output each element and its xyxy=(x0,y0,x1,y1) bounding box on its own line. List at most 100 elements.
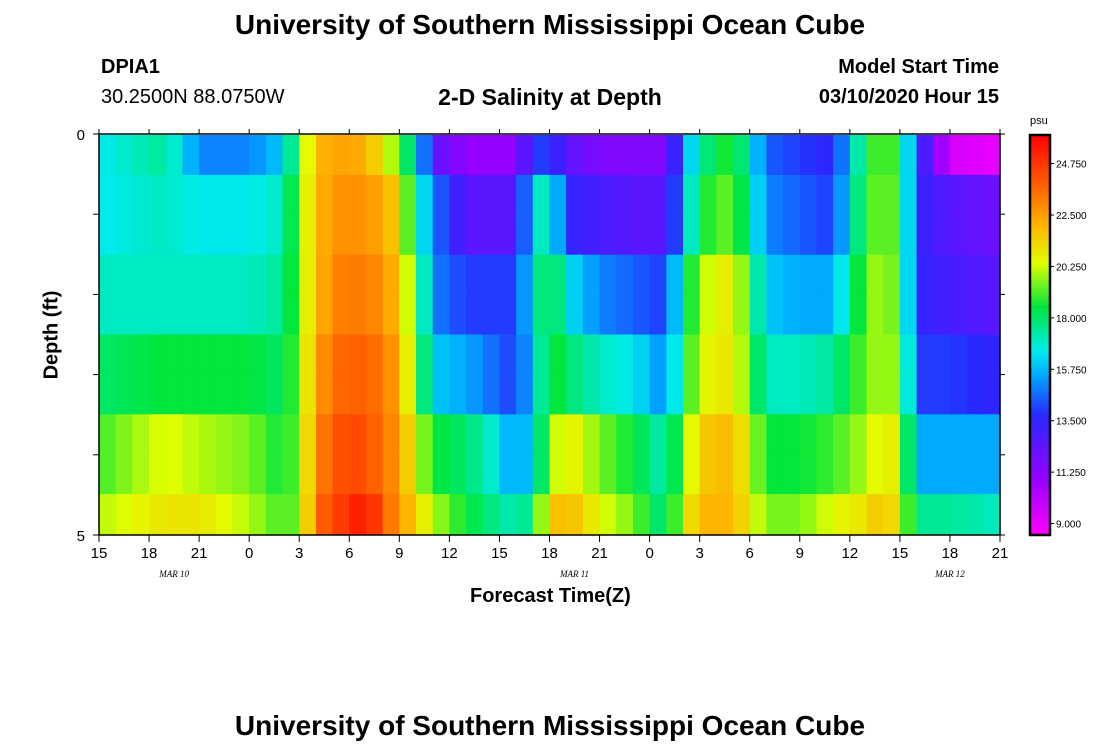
heat-cell xyxy=(365,374,384,415)
heat-cell xyxy=(933,494,951,535)
heat-cell xyxy=(833,454,851,495)
heat-cell xyxy=(949,374,968,415)
heat-cell xyxy=(766,494,784,535)
heat-cell xyxy=(649,334,667,375)
heat-cell xyxy=(783,294,801,336)
heat-cell xyxy=(332,414,350,455)
heat-cell xyxy=(566,334,584,375)
heat-cell xyxy=(516,494,534,535)
heat-cell xyxy=(749,294,768,336)
heat-cell xyxy=(549,494,567,535)
colorbar-segment xyxy=(1030,488,1050,493)
heat-cell xyxy=(99,374,117,415)
heat-cell xyxy=(599,494,617,535)
heat-cell xyxy=(983,135,1001,176)
heat-cell xyxy=(532,174,551,216)
model-start-value: 03/10/2020 Hour 15 xyxy=(818,86,999,108)
heat-cell xyxy=(816,214,834,256)
heat-cell xyxy=(532,454,551,495)
heat-cell xyxy=(582,494,601,535)
colorbar-segment xyxy=(1030,468,1050,473)
heat-cell xyxy=(499,294,517,336)
heat-cell xyxy=(949,254,968,296)
heat-cell xyxy=(983,214,1001,256)
x-axis-label: Forecast Time(Z) xyxy=(470,585,631,607)
heat-cell xyxy=(616,135,634,176)
heat-cell xyxy=(966,174,984,216)
heat-cell xyxy=(432,334,450,375)
heat-cell xyxy=(783,254,801,296)
heat-cell xyxy=(766,174,784,216)
heat-cell xyxy=(99,454,117,495)
colorbar-segment xyxy=(1030,318,1050,323)
heat-cell xyxy=(799,254,818,296)
heat-cell xyxy=(282,135,300,176)
x-tick-label: 12 xyxy=(441,545,458,562)
heat-cell xyxy=(315,254,334,296)
heat-cell xyxy=(682,214,701,256)
heat-cell xyxy=(482,414,501,455)
heat-cell xyxy=(766,454,784,495)
heat-cell xyxy=(866,254,884,296)
heat-cell xyxy=(733,414,751,455)
heat-cell xyxy=(265,494,284,535)
colorbar: 9.000 11.250 13.500 15.750 18.000 20.250 22.50… xyxy=(1028,133,1087,537)
heat-cell xyxy=(733,454,751,495)
heat-cell xyxy=(466,494,484,535)
heat-cell xyxy=(482,334,501,375)
heat-cell xyxy=(115,174,133,216)
heat-cell xyxy=(349,294,367,336)
heat-cell xyxy=(532,214,551,256)
heat-cell xyxy=(149,294,167,336)
heat-cell xyxy=(516,294,534,336)
colorbar-tick-label: 18.000 xyxy=(1056,314,1087,325)
heat-cell xyxy=(983,454,1001,495)
colorbar-segment xyxy=(1030,481,1050,486)
heat-cell xyxy=(499,334,517,375)
heat-cell xyxy=(299,334,317,375)
heat-cell xyxy=(399,414,417,455)
heat-cell xyxy=(282,494,300,535)
heat-cell xyxy=(916,494,934,535)
heat-cell xyxy=(466,214,484,256)
heat-cell xyxy=(666,374,684,415)
heat-cell xyxy=(249,254,267,296)
heat-cell xyxy=(466,294,484,336)
heat-cell xyxy=(299,135,317,176)
colorbar-segment xyxy=(1030,231,1050,236)
heat-cell xyxy=(416,294,434,336)
colorbar-segment xyxy=(1030,531,1050,536)
heat-cell xyxy=(966,494,984,535)
heat-cell xyxy=(766,374,784,415)
colorbar-segment xyxy=(1030,298,1050,303)
colorbar-segment xyxy=(1030,518,1050,523)
model-start-label: Model Start Time xyxy=(838,56,999,78)
heat-cell xyxy=(549,214,567,256)
heat-cell xyxy=(399,135,417,176)
heat-cell xyxy=(833,294,851,336)
colorbar-segment xyxy=(1030,141,1050,146)
heat-cell xyxy=(632,374,651,415)
heat-cell xyxy=(833,414,851,455)
heat-cell xyxy=(566,454,584,495)
y-axis: 05 xyxy=(77,127,1005,545)
heat-cell xyxy=(733,135,751,176)
colorbar-segment xyxy=(1030,341,1050,346)
colorbar-segment xyxy=(1030,388,1050,393)
heat-cell xyxy=(265,454,284,495)
heat-cell xyxy=(482,454,501,495)
heat-cell xyxy=(833,374,851,415)
heat-cell xyxy=(949,174,968,216)
x-tick-label: 6 xyxy=(746,545,754,562)
heat-cell xyxy=(349,494,367,535)
heat-cell xyxy=(933,374,951,415)
colorbar-segment xyxy=(1030,238,1050,243)
colorbar-segment xyxy=(1030,178,1050,183)
heat-cell xyxy=(416,214,434,256)
heat-cell xyxy=(349,254,367,296)
heat-cell xyxy=(332,334,350,375)
heat-cell xyxy=(532,494,551,535)
date-labels: MAR 10 MAR 11 MAR 12 xyxy=(158,569,965,579)
date-label: MAR 10 xyxy=(158,569,189,579)
heat-cell xyxy=(949,334,968,375)
